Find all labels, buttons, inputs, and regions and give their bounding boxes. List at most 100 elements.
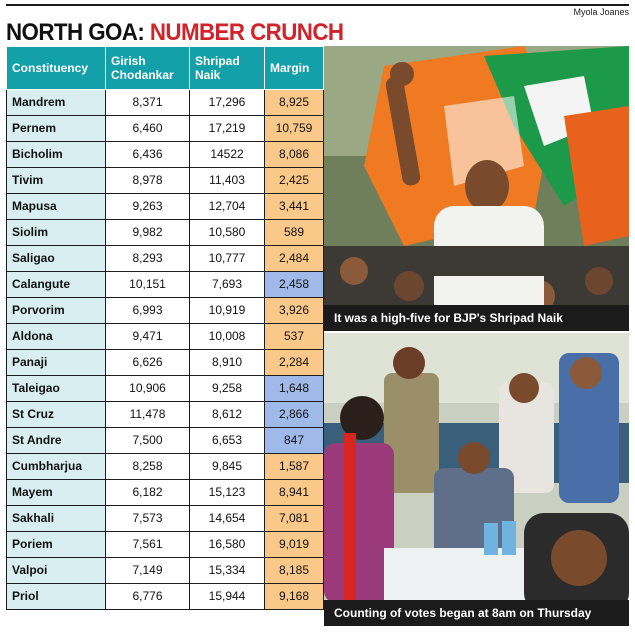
- cell-constituency: Mandrem: [6, 89, 106, 116]
- cell-margin: 8,925: [264, 89, 324, 116]
- cell-margin: 9,019: [264, 531, 324, 558]
- photo-counting-illustration: [324, 333, 629, 626]
- headline-part2: NUMBER CRUNCH: [149, 19, 344, 46]
- cell-girish-votes: 9,982: [105, 219, 190, 246]
- cell-girish-votes: 10,906: [105, 375, 190, 402]
- cell-margin: 3,926: [264, 297, 324, 324]
- cell-margin: 10,759: [264, 115, 324, 142]
- cell-shripad-votes: 10,008: [189, 323, 265, 350]
- table-row: Porvorim 6,993 10,919 3,926: [6, 297, 324, 324]
- table-row: Mandrem 8,371 17,296 8,925: [6, 89, 324, 116]
- cell-margin: 2,425: [264, 167, 324, 194]
- cell-constituency: St Andre: [6, 427, 106, 454]
- cell-constituency: Poriem: [6, 531, 106, 558]
- cell-girish-votes: 9,263: [105, 193, 190, 220]
- caption-top: It was a high-five for BJP's Shripad Nai…: [324, 305, 629, 331]
- cell-margin: 2,458: [264, 271, 324, 298]
- cell-girish-votes: 11,478: [105, 401, 190, 428]
- cell-girish-votes: 8,978: [105, 167, 190, 194]
- cell-margin: 2,484: [264, 245, 324, 272]
- cell-girish-votes: 7,500: [105, 427, 190, 454]
- cell-constituency: Sakhali: [6, 505, 106, 532]
- cell-shripad-votes: 17,296: [189, 89, 265, 116]
- table-row: Pernem 6,460 17,219 10,759: [6, 115, 324, 142]
- header-constituency: Constituency: [6, 46, 106, 90]
- top-rule: [6, 4, 629, 6]
- cell-shripad-votes: 6,653: [189, 427, 265, 454]
- table-header-row: Constituency Girish Chodankar Shripad Na…: [6, 46, 324, 90]
- cell-shripad-votes: 9,258: [189, 375, 265, 402]
- cell-constituency: Tivim: [6, 167, 106, 194]
- cell-girish-votes: 10,151: [105, 271, 190, 298]
- caption-bottom: Counting of votes began at 8am on Thursd…: [324, 600, 629, 626]
- cell-shripad-votes: 12,704: [189, 193, 265, 220]
- cell-shripad-votes: 10,580: [189, 219, 265, 246]
- photo-shripad-naik: It was a high-five for BJP's Shripad Nai…: [324, 46, 629, 331]
- cell-shripad-votes: 10,777: [189, 245, 265, 272]
- cell-constituency: Panaji: [6, 349, 106, 376]
- cell-constituency: Pernem: [6, 115, 106, 142]
- cell-shripad-votes: 17,219: [189, 115, 265, 142]
- cell-constituency: Valpoi: [6, 557, 106, 584]
- cell-girish-votes: 7,149: [105, 557, 190, 584]
- cell-margin: 9,168: [264, 583, 324, 610]
- cell-shripad-votes: 8,612: [189, 401, 265, 428]
- cell-girish-votes: 6,626: [105, 349, 190, 376]
- cell-constituency: Aldona: [6, 323, 106, 350]
- table-row: Siolim 9,982 10,580 589: [6, 219, 324, 246]
- cell-girish-votes: 9,471: [105, 323, 190, 350]
- cell-constituency: Siolim: [6, 219, 106, 246]
- cell-girish-votes: 6,182: [105, 479, 190, 506]
- cell-margin: 8,941: [264, 479, 324, 506]
- header-margin: Margin: [264, 46, 324, 90]
- cell-shripad-votes: 14,654: [189, 505, 265, 532]
- table-row: Panaji 6,626 8,910 2,284: [6, 349, 324, 376]
- table-row: Taleigao 10,906 9,258 1,648: [6, 375, 324, 402]
- cell-girish-votes: 7,561: [105, 531, 190, 558]
- cell-margin: 1,648: [264, 375, 324, 402]
- headline: NORTH GOA: NUMBER CRUNCH: [6, 18, 344, 48]
- cell-shripad-votes: 15,944: [189, 583, 265, 610]
- table-row: St Cruz 11,478 8,612 2,866: [6, 401, 324, 428]
- table-row: Sakhali 7,573 14,654 7,081: [6, 505, 324, 532]
- table-row: St Andre 7,500 6,653 847: [6, 427, 324, 454]
- table-row: Valpoi 7,149 15,334 8,185: [6, 557, 324, 584]
- cell-constituency: Calangute: [6, 271, 106, 298]
- cell-margin: 1,587: [264, 453, 324, 480]
- cell-girish-votes: 6,993: [105, 297, 190, 324]
- cell-constituency: Mayem: [6, 479, 106, 506]
- cell-girish-votes: 6,776: [105, 583, 190, 610]
- headline-part1: NORTH GOA:: [6, 19, 145, 46]
- table-body: Mandrem 8,371 17,296 8,925 Pernem 6,460 17,219…: [6, 89, 324, 610]
- cell-shripad-votes: 10,919: [189, 297, 265, 324]
- byline: Myola Joanes: [573, 7, 629, 17]
- cell-constituency: St Cruz: [6, 401, 106, 428]
- cell-girish-votes: 8,258: [105, 453, 190, 480]
- cell-margin: 2,866: [264, 401, 324, 428]
- cell-shripad-votes: 14522: [189, 141, 265, 168]
- header-girish: Girish Chodankar: [105, 46, 190, 90]
- cell-constituency: Priol: [6, 583, 106, 610]
- photo-shripad-illustration: [324, 46, 629, 331]
- table-row: Saligao 8,293 10,777 2,484: [6, 245, 324, 272]
- cell-margin: 2,284: [264, 349, 324, 376]
- cell-shripad-votes: 15,334: [189, 557, 265, 584]
- cell-shripad-votes: 7,693: [189, 271, 265, 298]
- cell-shripad-votes: 9,845: [189, 453, 265, 480]
- cell-margin: 847: [264, 427, 324, 454]
- cell-girish-votes: 7,573: [105, 505, 190, 532]
- table-row: Tivim 8,978 11,403 2,425: [6, 167, 324, 194]
- table-row: Aldona 9,471 10,008 537: [6, 323, 324, 350]
- cell-constituency: Taleigao: [6, 375, 106, 402]
- cell-shripad-votes: 8,910: [189, 349, 265, 376]
- cell-girish-votes: 8,293: [105, 245, 190, 272]
- cell-constituency: Mapusa: [6, 193, 106, 220]
- cell-shripad-votes: 15,123: [189, 479, 265, 506]
- table-row: Poriem 7,561 16,580 9,019: [6, 531, 324, 558]
- table-row: Cumbharjua 8,258 9,845 1,587: [6, 453, 324, 480]
- table-row: Priol 6,776 15,944 9,168: [6, 583, 324, 610]
- cell-margin: 8,086: [264, 141, 324, 168]
- cell-margin: 537: [264, 323, 324, 350]
- cell-girish-votes: 8,371: [105, 89, 190, 116]
- cell-girish-votes: 6,436: [105, 141, 190, 168]
